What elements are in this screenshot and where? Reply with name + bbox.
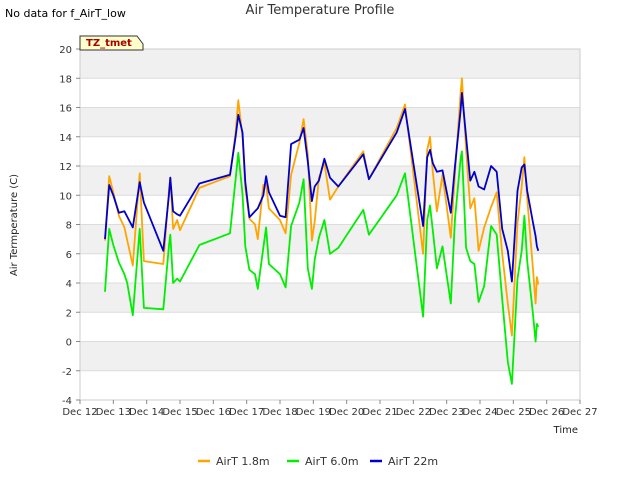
y-tick-label: 6 — [66, 250, 72, 261]
y-axis-label: Air Termperature (C) — [9, 174, 20, 276]
x-tick-label: Dec 23 — [429, 407, 464, 418]
x-tick-label: Dec 20 — [329, 407, 364, 418]
y-tick-label: 20 — [59, 45, 72, 56]
series-lines — [104, 77, 540, 385]
band-18 — [80, 49, 580, 79]
x-axis-label: Time — [553, 425, 578, 436]
legend-label: AirT 1.8m — [216, 455, 270, 468]
tag-box-label: TZ_tmet — [86, 38, 132, 49]
x-tick-label: Dec 22 — [396, 407, 431, 418]
x-tick-label: Dec 26 — [529, 407, 564, 418]
x-tick-label: Dec 27 — [562, 407, 597, 418]
y-tick-label: 8 — [66, 221, 72, 232]
band-14 — [80, 107, 580, 137]
y-tick-label: -4 — [62, 396, 72, 407]
x-tick-label: Dec 12 — [62, 407, 97, 418]
tag-box-shape — [79, 35, 144, 51]
x-tick-label: Dec 15 — [162, 407, 197, 418]
y-tick-label: 14 — [59, 133, 72, 144]
y-tick-label: 10 — [59, 191, 72, 202]
x-tick-label: Dec 18 — [262, 407, 297, 418]
x-tick-label: Dec 13 — [96, 407, 131, 418]
y-tick-label: -2 — [62, 367, 72, 378]
legend-label: AirT 22m — [388, 455, 438, 468]
y-tick-label: 12 — [59, 162, 72, 173]
series-line-airt-6-0m — [104, 150, 540, 385]
legend-item: AirT 1.8m — [198, 455, 270, 468]
legend-item: AirT 6.0m — [287, 455, 359, 468]
legend-item: AirT 22m — [370, 455, 438, 468]
x-tick-label: Dec 16 — [196, 407, 231, 418]
x-tick-label: Dec 19 — [296, 407, 331, 418]
chart-title: Air Temperature Profile — [245, 3, 395, 18]
y-axis-ticks: -4 -2 0 2 4 6 8 10 12 14 16 18 20 — [59, 45, 80, 407]
series-line-airt-22m — [104, 92, 540, 283]
x-tick-label: Dec 24 — [462, 407, 497, 418]
y-tick-label: 18 — [59, 74, 72, 85]
legend: AirT 1.8m AirT 6.0m AirT 22m — [198, 455, 438, 468]
y-tick-label: 2 — [66, 308, 72, 319]
x-tick-label: Dec 17 — [229, 407, 264, 418]
y-tick-label: 16 — [59, 104, 72, 115]
x-tick-label: Dec 25 — [496, 407, 531, 418]
band-10 — [80, 166, 580, 196]
y-tick-label: 0 — [66, 338, 72, 349]
tag-box: TZ_tmet — [79, 35, 144, 51]
no-data-note: No data for f_AirT_low — [5, 7, 126, 20]
legend-label: AirT 6.0m — [305, 455, 359, 468]
y-tick-label: 4 — [66, 279, 72, 290]
x-tick-label: Dec 14 — [129, 407, 164, 418]
band--2 — [80, 341, 580, 371]
x-tick-label: Dec 21 — [362, 407, 397, 418]
